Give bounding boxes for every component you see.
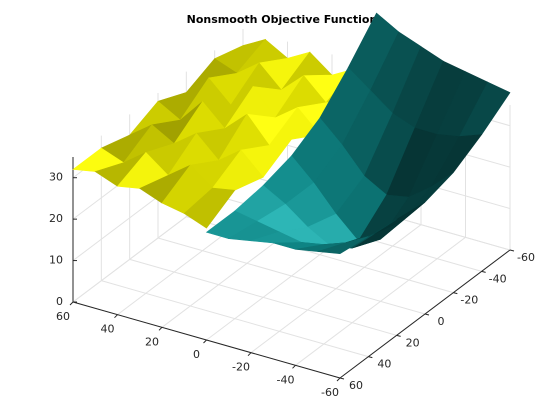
tick-mark [203,339,207,344]
tick-mark [114,314,118,319]
tick-mark [368,356,373,359]
z-tick-label: 20 [49,212,63,225]
surface-patch [183,187,236,229]
grid-line [295,236,466,366]
chart-title: Nonsmooth Objective Function [187,13,378,26]
x-tick-label: 40 [377,358,391,371]
z-tick-label: 10 [49,254,63,267]
x-tick-label: -40 [489,272,507,285]
x-tick-label: -60 [517,251,535,264]
y-tick-label: 40 [101,323,115,336]
tick-mark [158,326,163,331]
tick-mark [509,249,515,252]
grid-line [250,224,422,354]
tick-mark [336,377,341,382]
y-tick-label: -40 [277,373,295,386]
y-tick-label: 0 [193,348,200,361]
tick-mark [424,313,430,316]
surface-patch [317,236,369,255]
tick-mark [247,352,252,357]
tick-mark [292,364,296,369]
tick-mark [339,377,345,380]
x-tick-label: 20 [406,336,420,349]
y-tick-label: -20 [232,361,250,374]
tick-mark [396,334,401,337]
z-tick-label: 0 [56,295,63,308]
x-tick-label: -20 [460,294,478,307]
tick-mark [453,292,458,295]
z-tick-label: 30 [49,171,63,184]
x-tick-label: 60 [349,379,363,392]
x-tick-label: 0 [438,315,445,328]
tick-mark [69,301,74,306]
y-tick-label: 20 [145,335,159,348]
tick-mark [481,270,486,273]
y-tick-label: -60 [321,386,339,399]
y-tick-label: 60 [56,310,70,323]
